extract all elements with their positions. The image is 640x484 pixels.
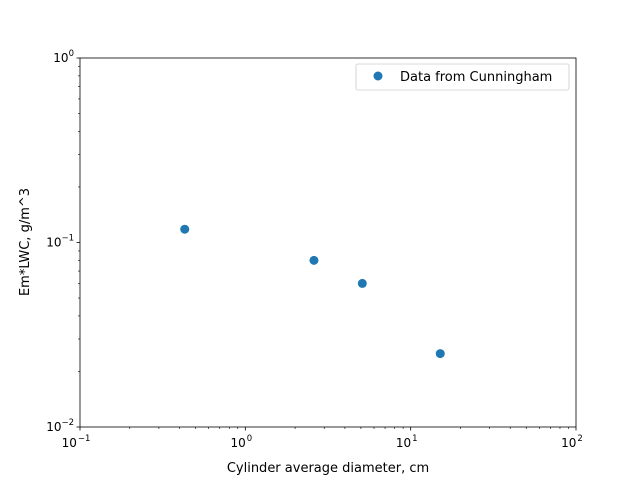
- y-axis-label: Em*LWC, g/m^3: [18, 188, 33, 296]
- x-tick-label: 10−1: [62, 434, 91, 450]
- legend-box: [355, 63, 570, 91]
- data-point: [309, 255, 319, 265]
- x-axis-label: Cylinder average diameter, cm: [227, 461, 429, 476]
- data-point: [180, 224, 190, 234]
- y-tick-label: 100: [53, 49, 74, 65]
- plot-area: [80, 58, 576, 427]
- legend-marker: [373, 71, 383, 81]
- x-tick-label: 102: [561, 434, 583, 450]
- legend: Data from Cunningham: [355, 63, 570, 91]
- x-tick-label: 100: [230, 434, 252, 450]
- legend-label: Data from Cunningham: [400, 70, 552, 85]
- data-point: [357, 278, 367, 288]
- plot-frame: [79, 57, 577, 428]
- y-tick-label: 10−1: [46, 234, 74, 250]
- data-point: [435, 349, 445, 359]
- x-tick-label: 101: [396, 434, 418, 450]
- y-tick-label: 10−2: [46, 418, 74, 434]
